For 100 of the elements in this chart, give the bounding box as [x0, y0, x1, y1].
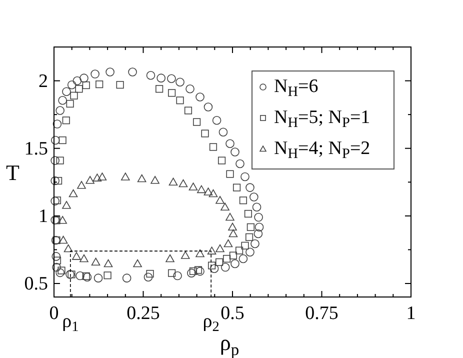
point [196, 266, 204, 276]
point [156, 85, 164, 93]
point [56, 156, 64, 164]
point [216, 196, 224, 204]
point [66, 270, 74, 279]
point [86, 176, 94, 184]
point [50, 176, 60, 186]
point [82, 81, 90, 90]
point [144, 272, 153, 282]
point [212, 116, 222, 125]
point [235, 246, 244, 254]
point [62, 200, 71, 209]
point [240, 172, 250, 182]
point [53, 256, 62, 264]
point [52, 216, 60, 224]
point [50, 156, 60, 165]
point [50, 196, 60, 206]
point [104, 272, 112, 280]
point [218, 128, 228, 137]
x-tick-label: 0.5 [220, 303, 244, 324]
x-tick-label: 1 [406, 303, 416, 324]
point [62, 116, 70, 124]
point [246, 183, 254, 192]
point [207, 246, 216, 254]
point [92, 174, 102, 182]
point [121, 172, 130, 180]
point [146, 270, 154, 278]
point [193, 118, 201, 126]
point [68, 270, 76, 278]
point [196, 92, 204, 102]
x-tick-label: 0.25 [126, 303, 160, 324]
point [176, 78, 184, 87]
point [226, 170, 234, 178]
point [254, 222, 264, 232]
y-axis-title: T [6, 160, 20, 185]
point [91, 258, 100, 266]
y-tick-label: 2 [38, 70, 48, 92]
point [68, 189, 78, 198]
point [208, 262, 216, 270]
point [229, 252, 238, 260]
y-tick-label: 0.5 [24, 273, 48, 294]
point [122, 274, 132, 282]
point [90, 70, 100, 78]
point [197, 185, 206, 194]
point [220, 202, 230, 211]
point [51, 136, 60, 145]
point [96, 80, 104, 88]
point [50, 216, 60, 224]
point [168, 89, 176, 97]
point [62, 87, 71, 96]
point [254, 212, 263, 222]
point [150, 176, 160, 184]
y-tick-label: 1.5 [24, 138, 48, 160]
point [70, 92, 78, 100]
point [56, 268, 64, 278]
point [133, 259, 142, 268]
point [137, 174, 146, 182]
point [106, 68, 114, 76]
point [94, 274, 103, 282]
point [156, 74, 166, 82]
point [239, 196, 248, 204]
point [252, 202, 262, 212]
point [66, 100, 74, 108]
legend-label: N$_{H}$=5; N$_{P}$=1 [274, 107, 370, 132]
point [226, 139, 234, 148]
point [80, 254, 88, 262]
point [146, 70, 156, 80]
point [209, 143, 218, 151]
point [82, 272, 92, 282]
point [224, 239, 233, 248]
point [241, 242, 249, 250]
point [52, 120, 62, 128]
point [246, 223, 255, 231]
point [67, 80, 76, 90]
point [52, 262, 61, 272]
point [58, 236, 68, 244]
point [53, 196, 62, 204]
point [80, 74, 88, 82]
point [189, 267, 198, 275]
point [58, 136, 66, 144]
point [208, 189, 218, 198]
point [196, 249, 204, 258]
point [254, 229, 263, 238]
point [222, 254, 231, 263]
point [186, 84, 194, 94]
point [56, 106, 64, 115]
point [76, 271, 84, 280]
point [58, 216, 67, 224]
annotation: ρ$_{1}$ [62, 311, 79, 336]
point [58, 266, 66, 274]
point [173, 271, 182, 280]
point [201, 130, 209, 138]
legend-label: N$_{H}$=4; N$_{P}$=2 [274, 138, 370, 162]
point [116, 81, 124, 89]
point [166, 254, 174, 262]
point [238, 254, 248, 264]
point [215, 258, 224, 266]
point [230, 148, 240, 156]
point [250, 192, 258, 202]
point [77, 180, 86, 189]
